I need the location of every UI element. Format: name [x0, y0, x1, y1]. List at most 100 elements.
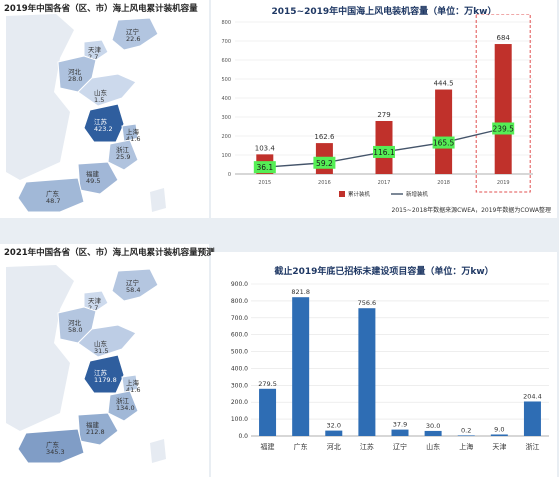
- bottom-map-land-background: [6, 265, 74, 431]
- bottom-map-region-0: [111, 268, 159, 302]
- bottom-map-region-name-0: 辽宁: [126, 278, 140, 287]
- top-ytick-1: 100: [221, 153, 231, 159]
- top-ytick-0: 0: [228, 172, 231, 178]
- top-map-region-value-7: 49.5: [86, 177, 100, 185]
- bottom-map-region-1: [83, 290, 109, 312]
- bottom-map-region-4: [83, 354, 125, 394]
- bottom-map-region-value-6: 134.0: [116, 404, 135, 412]
- bottom-map-region-name-8: 广东: [46, 440, 60, 449]
- bottom-ytick-0: 0.0: [238, 433, 248, 440]
- installed-capacity-chart: 0 100 200 300 400 500 600 700 800 103.4 2015 162.6 2…: [221, 14, 533, 198]
- bottom-bar-1: [292, 297, 310, 436]
- bottom-map-region-value-8: 345.3: [46, 448, 65, 456]
- bottom-chart-title: 截止2019年底已招标未建设项目容量（单位：万kw）: [274, 267, 494, 277]
- top-xtick-1: 2016: [318, 180, 331, 186]
- top-xtick-3: 2018: [437, 180, 450, 186]
- bottom-map-region-name-5: 上海: [126, 378, 140, 387]
- bottom-xtick-4: 辽宁: [393, 442, 407, 451]
- top-map-region-name-0: 辽宁: [126, 27, 140, 36]
- top-map-region-1: [83, 39, 109, 61]
- top-bar-4: [494, 44, 512, 174]
- bottom-xtick-1: 广东: [294, 442, 308, 451]
- bottom-bar-4: [391, 429, 409, 436]
- bottom-bar-label-0: 279.5: [258, 380, 277, 388]
- top-map-region-value-1: 2.7: [88, 53, 98, 61]
- bottom-map-region-5: [121, 374, 139, 394]
- legend-bar-label: 累计装机: [348, 190, 371, 198]
- bottom-map-region-3: [77, 324, 137, 358]
- line-label-3: 165.5: [433, 139, 455, 148]
- top-map-region-name-8: 广东: [46, 189, 60, 198]
- top-map-region-value-8: 48.7: [46, 197, 60, 205]
- line-label-bg-1: [313, 156, 336, 169]
- bottom-ytick-4: 400.0: [231, 365, 248, 372]
- bottom-bar-label-4: 37.9: [393, 421, 407, 429]
- top-ytick-7: 700: [221, 39, 231, 45]
- bottom-xtick-7: 天津: [492, 443, 506, 451]
- bottom-map-region-name-2: 河北: [68, 319, 82, 327]
- bottom-bar-label-3: 756.6: [358, 299, 377, 307]
- top-bar-label-4: 684: [497, 34, 511, 42]
- top-map-title: 2019年中国各省（区、市）海上风电累计装机容量: [4, 4, 198, 14]
- top-map-region-name-5: 上海: [126, 127, 140, 136]
- top-map-region-value-0: 22.6: [126, 35, 140, 43]
- bottom-map-region-value-4: 1179.8: [94, 376, 117, 384]
- top-map-region-5: [121, 123, 139, 143]
- bottom-ytick-9: 900.0: [231, 281, 248, 288]
- bottom-bar-8: [523, 401, 541, 436]
- top-map-region-name-1: 天津: [88, 46, 102, 54]
- line-label-2: 116.1: [373, 148, 395, 157]
- top-map-region-value-3: 1.5: [94, 96, 104, 104]
- tendered-capacity-chart: 0.0 100.0 200.0 300.0 400.0 500.0 600.0 700.0 80…: [231, 281, 549, 451]
- top-map-region-value-5: 41.6: [126, 135, 140, 143]
- bottom-map-region-name-6: 浙江: [116, 396, 130, 405]
- top-map-region-name-2: 河北: [68, 68, 82, 76]
- bottom-xtick-0: 福建: [261, 442, 275, 451]
- bottom-ytick-6: 600.0: [231, 332, 248, 339]
- top-ytick-8: 800: [221, 20, 231, 26]
- top-map-region-3: [77, 73, 137, 107]
- top-chart-title: 2015~2019年中国海上风电装机容量（单位：万kw）: [271, 7, 497, 17]
- top-map-region-value-2: 28.0: [68, 75, 82, 83]
- top-xtick-4: 2019: [497, 180, 510, 186]
- legend-line-label: 新增装机: [406, 190, 429, 198]
- bottom-map-region-name-1: 天津: [88, 297, 102, 305]
- bottom-map-region-name-7: 福建: [86, 420, 100, 429]
- bottom-bar-label-6: 0.2: [461, 426, 471, 434]
- bottom-bar-6: [457, 435, 475, 436]
- bottom-xtick-2: 河北: [327, 443, 341, 451]
- top-map-region-6: [107, 139, 139, 171]
- bottom-bar-label-2: 32.0: [327, 422, 341, 430]
- bottom-map-region-value-7: 212.8: [86, 428, 105, 436]
- top-ytick-5: 500: [221, 77, 231, 83]
- top-map-region-value-4: 423.2: [94, 125, 113, 133]
- bottom-map-region-value-1: 2.7: [88, 304, 98, 312]
- top-ytick-6: 600: [221, 58, 231, 64]
- bottom-bar-label-8: 204.4: [523, 392, 542, 400]
- bottom-ytick-8: 800.0: [231, 298, 248, 305]
- bottom-map-island-shape: [150, 439, 166, 463]
- top-map-island-shape: [150, 188, 166, 212]
- top-map-region-4: [83, 103, 125, 143]
- bottom-xtick-3: 江苏: [360, 442, 374, 451]
- bottom-xtick-8: 浙江: [525, 442, 539, 451]
- line-label-0: 36.1: [256, 163, 273, 172]
- bottom-map-region-6: [107, 390, 139, 422]
- top-bar-label-3: 444.5: [434, 80, 454, 88]
- bottom-ytick-3: 300.0: [231, 382, 248, 389]
- top-map-panel: 2019年中国各省（区、市）海上风电累计装机容量 辽宁 22.6 天津 2.7 河北 28…: [0, 0, 209, 218]
- line-label-bg-3: [432, 136, 455, 149]
- bottom-bar-2: [325, 430, 343, 436]
- top-ytick-2: 200: [221, 134, 231, 140]
- bottom-map-region-name-4: 江苏: [94, 368, 108, 377]
- top-chart-panel: 2015~2019年中国海上风电装机容量（单位：万kw） 0 100 200 300 4…: [211, 0, 557, 218]
- top-map-region-name-4: 江苏: [94, 117, 108, 126]
- bottom-bar-3: [358, 308, 376, 436]
- bottom-bar-7: [490, 434, 508, 436]
- highlight-box: [475, 14, 531, 193]
- bottom-ytick-1: 100.0: [231, 416, 248, 423]
- top-bar-label-1: 162.6: [314, 133, 335, 141]
- bottom-map-region-name-3: 山东: [94, 339, 108, 348]
- top-xtick-0: 2015: [258, 180, 271, 186]
- line-label-bg-4: [492, 122, 515, 135]
